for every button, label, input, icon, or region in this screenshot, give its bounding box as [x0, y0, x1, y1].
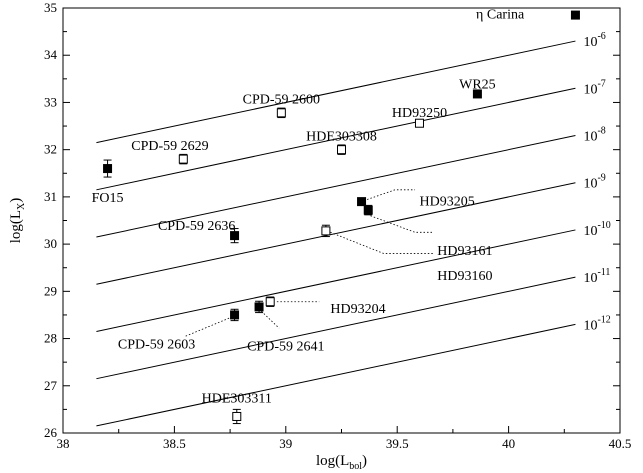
x-axis-title: log(Lbol): [316, 453, 367, 472]
axis-titles: log(Lbol) log(LX): [8, 198, 367, 472]
point-label: η Carina: [476, 8, 525, 23]
open-square-marker: [232, 411, 242, 421]
filled-square-marker: [254, 302, 264, 312]
open-square-marker: [321, 226, 331, 236]
ratio-label: 10-10: [583, 220, 610, 239]
leader-line: [330, 231, 433, 254]
data-point: [230, 308, 240, 322]
ratio-line: [96, 182, 576, 285]
axis-ticks: 38 38.5 39 39.5 40 40.5 26 27 28 29 30 31 32 33 34 35: [44, 0, 631, 451]
y-tick-label: 33: [44, 94, 57, 109]
ratio-label: 10-9: [583, 173, 605, 192]
data-point: [276, 107, 286, 119]
y-axis-title: log(LX): [8, 198, 27, 244]
plot-frame: [62, 7, 621, 434]
open-square-marker: [276, 108, 286, 118]
y-tick-label: 29: [44, 283, 57, 298]
data-point: [570, 10, 580, 20]
y-tick-label: 30: [44, 236, 57, 251]
ratio-label: 10-8: [583, 126, 605, 145]
ratio-line: [96, 323, 576, 427]
data-point: [337, 144, 346, 155]
data-point: [472, 89, 482, 99]
point-label: HD93204: [330, 302, 385, 317]
ratio-lines: [96, 40, 576, 427]
ratio-labels: 10-6 10-7 10-8 10-9 10-10 10-11 10-12: [583, 31, 610, 333]
ratio-line: [96, 135, 576, 238]
x-tick-label: 39: [279, 436, 292, 451]
ratio-label: 10-12: [583, 314, 610, 333]
leader-line: [363, 189, 416, 202]
x-tick-label: 40: [502, 436, 515, 451]
data-point: [103, 159, 113, 178]
point-label: CPD-59 2629: [131, 139, 208, 154]
point-label: HD93161: [437, 244, 492, 259]
point-label: CPD-59 2641: [247, 340, 324, 355]
point-label: HD93205: [419, 195, 474, 210]
x-tick-label: 38.5: [163, 436, 186, 451]
y-tick-label: 31: [44, 189, 57, 204]
leader-line: [261, 310, 280, 329]
x-tick-label: 39.5: [386, 436, 409, 451]
x-tick-label: 40.5: [609, 436, 632, 451]
point-label: CPD-59 2603: [118, 337, 195, 352]
data-point: [357, 197, 367, 207]
point-label: HD93160: [437, 269, 492, 284]
y-tick-label: 26: [44, 425, 58, 440]
data-point: [178, 153, 188, 165]
point-label: HD93250: [392, 106, 447, 121]
y-tick-label: 32: [44, 142, 57, 157]
filled-square-marker: [103, 164, 113, 174]
point-label: CPD-59 2600: [243, 93, 320, 108]
data-point: [254, 300, 264, 314]
leader-line: [185, 316, 233, 337]
data-points: [103, 10, 580, 425]
open-square-marker: [337, 145, 346, 155]
data-point: [414, 118, 424, 128]
point-label: HDE303308: [306, 130, 377, 145]
filled-square-marker: [230, 231, 240, 241]
data-point: [321, 224, 331, 238]
data-point: [230, 228, 240, 244]
ratio-label: 10-11: [583, 267, 610, 286]
data-point: [363, 204, 373, 216]
point-label: CPD-59 2636: [158, 219, 235, 234]
point-label: HDE303311: [202, 392, 272, 407]
open-square-marker: [414, 118, 424, 128]
data-point: [232, 408, 242, 425]
ratio-line: [96, 87, 576, 191]
ratio-line: [96, 229, 576, 332]
y-tick-label: 34: [44, 47, 58, 62]
ratio-line: [96, 276, 576, 380]
ratio-label: 10-6: [583, 31, 605, 50]
filled-square-marker: [230, 310, 240, 320]
filled-square-marker: [357, 197, 367, 207]
open-square-marker: [265, 297, 275, 307]
leader-lines: [185, 189, 433, 337]
filled-square-marker: [570, 10, 580, 20]
y-tick-label: 27: [44, 378, 58, 393]
x-tick-label: 38: [57, 436, 70, 451]
filled-square-marker: [363, 205, 373, 215]
open-square-marker: [178, 154, 188, 164]
y-tick-label: 35: [44, 0, 57, 15]
point-label: FO15: [92, 191, 124, 206]
filled-square-marker: [472, 89, 482, 99]
ratio-line: [96, 40, 576, 144]
data-point: [265, 296, 275, 307]
y-tick-label: 28: [44, 331, 57, 346]
point-label: WR25: [459, 78, 496, 93]
ratio-label: 10-7: [583, 78, 605, 97]
point-labels: η Carina WR25 HD93250 CPD-59 2600 HDE303308 C…: [92, 8, 525, 407]
